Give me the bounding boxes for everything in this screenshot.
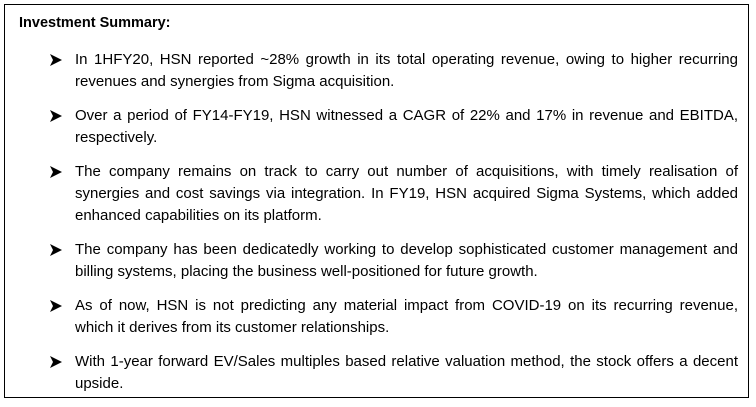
summary-item-text: The company has been dedicatedly working…	[75, 241, 738, 280]
summary-title: Investment Summary:	[19, 15, 171, 31]
summary-list: In 1HFY20, HSN reported ~28% growth in i…	[19, 49, 738, 407]
summary-item-text: In 1HFY20, HSN reported ~28% growth in i…	[75, 51, 738, 90]
summary-item: The company has been dedicatedly working…	[19, 239, 738, 283]
summary-item: As of now, HSN is not predicting any mat…	[19, 295, 738, 339]
summary-item-text: As of now, HSN is not predicting any mat…	[75, 297, 738, 336]
summary-item-text: With 1-year forward EV/Sales multiples b…	[75, 353, 738, 392]
arrowhead-bullet-icon	[49, 355, 63, 369]
summary-item: Over a period of FY14-FY19, HSN witnesse…	[19, 105, 738, 149]
summary-item: With 1-year forward EV/Sales multiples b…	[19, 351, 738, 395]
summary-item-text: Over a period of FY14-FY19, HSN witnesse…	[75, 107, 738, 146]
summary-item: The company remains on track to carry ou…	[19, 161, 738, 227]
arrowhead-bullet-icon	[49, 109, 63, 123]
arrowhead-bullet-icon	[49, 243, 63, 257]
arrowhead-bullet-icon	[49, 299, 63, 313]
investment-summary-box: Investment Summary: In 1HFY20, HSN repor…	[4, 4, 749, 398]
summary-item: In 1HFY20, HSN reported ~28% growth in i…	[19, 49, 738, 93]
arrowhead-bullet-icon	[49, 165, 63, 179]
summary-item-text: The company remains on track to carry ou…	[75, 163, 738, 224]
arrowhead-bullet-icon	[49, 53, 63, 67]
